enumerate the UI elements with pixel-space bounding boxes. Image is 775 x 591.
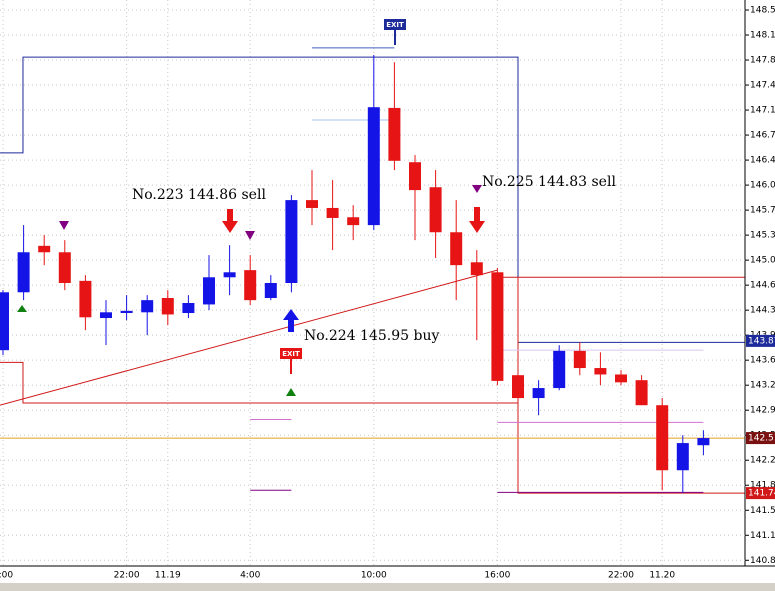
candle-body bbox=[409, 162, 421, 191]
x-tick-label: 4:00 bbox=[240, 571, 260, 581]
y-tick-label: 143.60 bbox=[750, 356, 775, 366]
candle-body bbox=[306, 200, 318, 208]
x-tick-label: 10:00 bbox=[361, 571, 387, 581]
candle-body bbox=[553, 350, 566, 389]
y-tick-label: 147.45 bbox=[750, 81, 775, 91]
annotation: No.225 144.83 sell bbox=[482, 174, 616, 190]
sell-arrow bbox=[474, 207, 480, 221]
overlays bbox=[0, 47, 745, 494]
grid bbox=[0, 0, 745, 566]
y-tick-label: 144.65 bbox=[750, 281, 775, 291]
mark-arrow bbox=[245, 231, 255, 240]
candle-body bbox=[347, 217, 360, 226]
y-tick-label: 140.80 bbox=[750, 556, 775, 566]
candle-body bbox=[141, 300, 154, 313]
y-tick-label: 146.75 bbox=[750, 131, 775, 141]
sell-arrow bbox=[222, 221, 238, 233]
x-tick-label: 22:00 bbox=[608, 571, 634, 581]
x-tick-label: 6:00 bbox=[0, 571, 13, 581]
overlay-line bbox=[0, 361, 518, 404]
y-tick-label: 142.20 bbox=[750, 456, 775, 466]
candle-body bbox=[244, 270, 257, 301]
price-label-box bbox=[746, 432, 775, 445]
candles bbox=[0, 55, 710, 494]
annotation: No.223 144.86 sell bbox=[132, 187, 266, 203]
y-tick-label: 146.05 bbox=[750, 181, 775, 191]
overlay-line bbox=[0, 269, 498, 406]
y-tick-label: 145.70 bbox=[750, 206, 775, 216]
buy-arrow bbox=[283, 309, 299, 320]
y-tick-label: 141.50 bbox=[750, 506, 775, 516]
candle-body bbox=[697, 438, 710, 446]
x-tick-label: 16:00 bbox=[484, 571, 510, 581]
candle-body bbox=[0, 292, 9, 351]
candle-body bbox=[285, 200, 298, 283]
y-tick-label: 147.80 bbox=[750, 56, 775, 66]
annotation: No.224 145.95 buy bbox=[304, 328, 439, 344]
candle-body bbox=[532, 388, 545, 399]
candle-body bbox=[676, 443, 689, 471]
y-tick-label: 148.50 bbox=[750, 6, 775, 16]
mark-arrow bbox=[17, 305, 27, 312]
exit-label: EXIT bbox=[386, 21, 404, 29]
x-tick-label: 22:00 bbox=[114, 571, 140, 581]
y-tick-label: 148.15 bbox=[750, 31, 775, 41]
candle-body bbox=[450, 232, 463, 266]
candle-body bbox=[326, 207, 339, 218]
candle-body bbox=[38, 245, 51, 253]
mark-arrow bbox=[472, 185, 482, 193]
y-tick-label: 145.35 bbox=[750, 231, 775, 241]
candle-body bbox=[635, 380, 648, 406]
candle-body bbox=[512, 375, 524, 399]
y-tick-label: 143.25 bbox=[750, 381, 775, 391]
y-tick-label: 141.85 bbox=[750, 481, 775, 491]
candle-body bbox=[367, 107, 380, 226]
candle-body bbox=[388, 107, 401, 161]
exit-label: EXIT bbox=[282, 350, 300, 358]
x-tick-label: 11.20 bbox=[649, 571, 675, 581]
candle-body bbox=[594, 368, 607, 375]
buy-arrow bbox=[288, 320, 294, 332]
toolbar bbox=[0, 583, 775, 591]
price-label: 141.74 bbox=[748, 489, 775, 499]
candle-body bbox=[573, 350, 586, 369]
price-label: 143.87 bbox=[748, 336, 775, 346]
candle-body bbox=[58, 252, 71, 283]
price-label: 142.51 bbox=[748, 434, 775, 444]
y-tick-label: 145.00 bbox=[750, 256, 775, 266]
candle-body bbox=[470, 262, 483, 276]
candle-body bbox=[429, 187, 442, 233]
y-tick-label: 147.10 bbox=[750, 106, 775, 116]
overlay-line bbox=[517, 277, 745, 494]
candle-body bbox=[615, 374, 627, 383]
sell-arrow bbox=[469, 221, 485, 233]
y-tick-label: 141.15 bbox=[750, 531, 775, 541]
y-tick-label: 142.90 bbox=[750, 406, 775, 416]
candle-body bbox=[17, 252, 30, 293]
overlay-line bbox=[0, 56, 745, 343]
candle-body bbox=[100, 312, 112, 319]
mark-arrow bbox=[59, 221, 69, 230]
signals bbox=[17, 19, 485, 396]
candle-body bbox=[182, 303, 195, 314]
price-label-box bbox=[746, 334, 775, 347]
sell-arrow bbox=[227, 209, 233, 221]
y-tick-label: 146.40 bbox=[750, 156, 775, 166]
candle-body bbox=[203, 277, 215, 305]
mark-arrow bbox=[286, 388, 296, 396]
candle-body bbox=[656, 405, 669, 471]
y-tick-label: 144.30 bbox=[750, 306, 775, 316]
x-tick-label: 11.19 bbox=[155, 571, 181, 581]
price-label-box bbox=[746, 487, 775, 500]
candle-body bbox=[223, 272, 236, 278]
candle-body bbox=[491, 272, 504, 381]
candle-body bbox=[161, 298, 174, 315]
candle-body bbox=[79, 280, 92, 318]
exit-flag bbox=[280, 348, 302, 359]
exit-flag bbox=[384, 19, 406, 30]
candle-body bbox=[120, 310, 133, 314]
candle-body bbox=[264, 283, 277, 299]
